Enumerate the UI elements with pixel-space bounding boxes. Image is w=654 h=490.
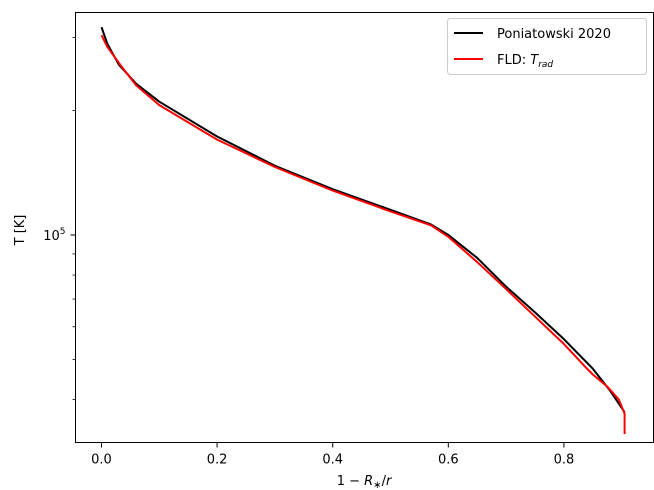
- y-axis-label: T [K]: [13, 215, 28, 247]
- x-axis-label: 1 − R∗/r: [337, 474, 393, 490]
- series-line-1: [100, 34, 626, 435]
- y-tick-label: 105: [43, 227, 65, 244]
- plot-area: [100, 26, 626, 435]
- x-tick-label: 0.2: [207, 453, 228, 468]
- x-tick-label: 0.8: [554, 453, 575, 468]
- x-axis: 0.0 0.2 0.4 0.6 0.8: [91, 442, 575, 468]
- y-axis: 105: [43, 37, 76, 400]
- legend-label-fld: FLD: Trad: [497, 53, 553, 70]
- x-tick-label: 0.0: [91, 453, 112, 468]
- series-line-0: [100, 26, 626, 413]
- legend: Poniatowski 2020 FLD: Trad: [447, 18, 647, 75]
- plot-frame: [75, 12, 654, 443]
- x-tick-label: 0.6: [438, 453, 459, 468]
- legend-box: [447, 18, 647, 75]
- legend-label-poniatowski: Poniatowski 2020: [497, 27, 611, 42]
- x-tick-label: 0.4: [322, 453, 343, 468]
